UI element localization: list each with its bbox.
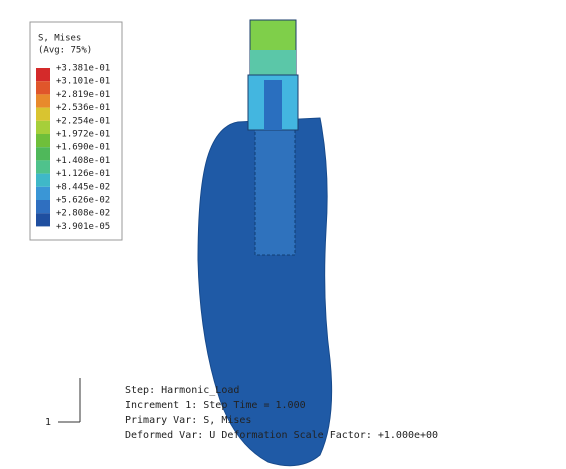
model-abutment-core (264, 80, 282, 130)
legend-band (36, 108, 50, 121)
legend-label: +3.901e-05 (56, 222, 110, 232)
legend-label: +1.408e-01 (56, 156, 110, 166)
info-line: Deformed Var: U Deformation Scale Factor… (125, 430, 438, 441)
legend-band (36, 213, 50, 226)
legend-band (36, 121, 50, 134)
triad-label: 1 (45, 417, 51, 428)
legend-label: +2.536e-01 (56, 103, 110, 113)
legend-label: +3.101e-01 (56, 77, 110, 87)
legend-band (36, 160, 50, 173)
legend-label: +5.626e-02 (56, 196, 110, 206)
legend-bands (36, 68, 50, 226)
legend-label: +1.972e-01 (56, 130, 110, 140)
legend-label: +1.126e-01 (56, 169, 110, 179)
legend-label: +1.690e-01 (56, 143, 110, 153)
legend-label: +3.381e-01 (56, 64, 110, 74)
legend-band (36, 187, 50, 200)
model-screw (255, 125, 295, 255)
info-line: Increment 1: Step Time = 1.000 (125, 400, 306, 411)
viewport-canvas: S, Mises (Avg: 75%) +3.381e-01 +3.101e-01… (0, 0, 566, 469)
legend-band (36, 134, 50, 147)
legend-band (36, 147, 50, 160)
info-line: Step: Harmonic_Load (125, 385, 239, 396)
legend-band (36, 94, 50, 107)
legend-label: +2.254e-01 (56, 116, 110, 126)
legend-band (36, 174, 50, 187)
legend-label: +2.819e-01 (56, 90, 110, 100)
viewport: S, Mises (Avg: 75%) +3.381e-01 +3.101e-01… (0, 0, 566, 469)
legend-band (36, 81, 50, 94)
legend-band (36, 68, 50, 81)
model-abutment-mid (250, 50, 296, 75)
legend-title: S, Mises (38, 34, 81, 44)
legend-band (36, 200, 50, 213)
legend-subtitle: (Avg: 75%) (38, 46, 92, 56)
legend-label: +2.808e-02 (56, 209, 110, 219)
info-line: Primary Var: S, Mises (125, 415, 251, 426)
legend-label: +8.445e-02 (56, 182, 110, 192)
